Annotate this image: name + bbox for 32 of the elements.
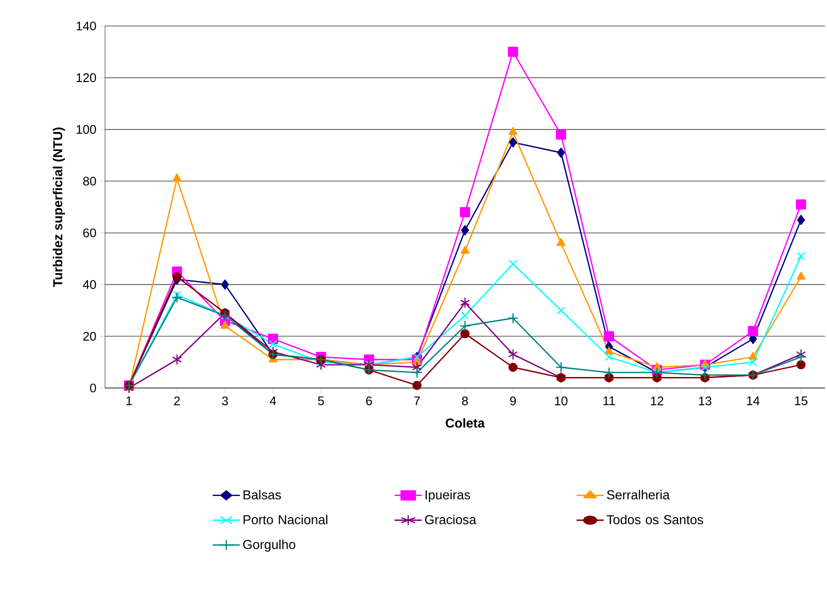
x-tick-label: 3	[222, 396, 228, 406]
x-axis-title: Coleta	[446, 418, 485, 428]
legend-label: Graciosa	[425, 514, 476, 524]
y-tick-label: 20	[83, 332, 96, 341]
y-tick-label: 80	[83, 176, 96, 186]
legend-label: Porto Nacional	[244, 514, 328, 524]
legend-label: Gorgulho	[243, 540, 296, 552]
x-tick-label: 10	[555, 396, 568, 406]
x-tick-label: 8	[462, 396, 468, 406]
y-tick-label: 0	[90, 384, 96, 392]
x-tick-label: 2	[174, 396, 180, 406]
x-tick-label: 1	[126, 396, 132, 406]
x-tick-label: 6	[366, 396, 372, 406]
y-axis-title: Turbidez superficial (NTU)	[52, 128, 65, 287]
x-tick-label: 13	[699, 396, 712, 406]
y-tick-label: 100	[76, 125, 96, 134]
x-tick-label: 5	[318, 396, 324, 406]
x-tick-label: 15	[795, 396, 808, 406]
legend-label: Balsas	[244, 490, 281, 500]
y-tick-label: 120	[76, 73, 96, 82]
x-tick-label: 12	[651, 396, 664, 406]
x-tick-label: 7	[414, 396, 420, 406]
legend-label: Todos os Santos	[606, 514, 704, 524]
x-tick-label: 4	[270, 396, 276, 406]
x-tick-label: 9	[510, 396, 516, 406]
y-tick-label: 140	[76, 22, 96, 30]
x-tick-label: 14	[747, 396, 760, 406]
y-tick-label: 60	[83, 228, 96, 238]
legend-label: Serralheria	[606, 490, 670, 500]
legend-label: Ipueiras	[426, 490, 470, 502]
x-tick-label: 11	[603, 396, 615, 406]
y-tick-label: 40	[82, 280, 96, 289]
